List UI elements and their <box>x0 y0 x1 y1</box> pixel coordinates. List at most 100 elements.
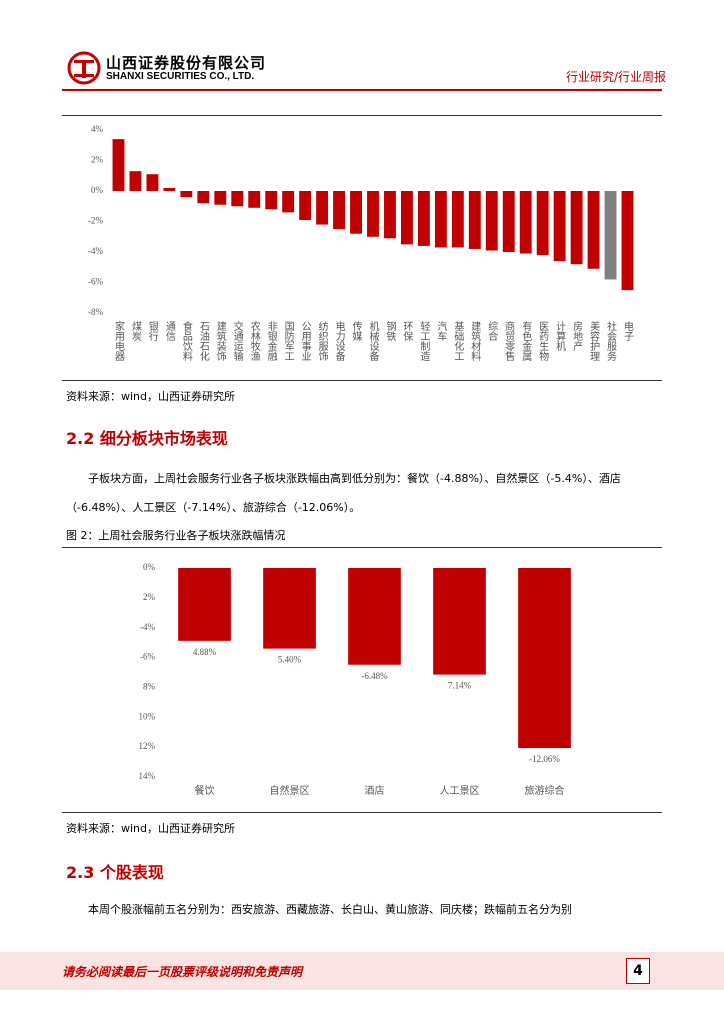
y-tick-label: 0% <box>91 185 104 195</box>
bar <box>333 191 346 230</box>
bar <box>248 191 261 208</box>
bar <box>282 191 295 213</box>
bar <box>451 191 464 248</box>
bar <box>518 568 571 749</box>
bar <box>197 191 210 204</box>
x-tick-label: 建筑材料 <box>469 320 481 362</box>
chart: 0% 2% -4% -6% 8% 10% 12% 14% 餐饮 4.88% 自然景区 5.40% 酒店 -… <box>139 562 571 797</box>
bar <box>468 191 481 249</box>
x-tick-label: 旅游综合 <box>525 784 565 797</box>
y-tick-label: -6% <box>140 652 155 662</box>
y-tick-label: -6% <box>88 277 103 287</box>
bar <box>604 191 617 280</box>
x-tick-label: 建筑装饰 <box>214 320 226 362</box>
bar <box>570 191 583 265</box>
bar <box>553 191 566 262</box>
x-tick-label: 机械设备 <box>367 320 379 362</box>
y-tick-label: 2% <box>91 155 104 165</box>
company-name-en: SHANXI SECURITIES CO., LTD. <box>106 71 255 82</box>
x-tick-label: 公用事业 <box>299 321 311 361</box>
bar <box>348 568 401 665</box>
source: 资料来源：wind，山西证券研究所 <box>66 822 236 835</box>
x-tick-label: 房地产 <box>571 320 583 352</box>
company-name: 山西证券股份有限公司 <box>106 54 267 72</box>
x-tick-label: 商贸零售 <box>503 320 515 362</box>
y-tick-label: 0% <box>143 562 156 572</box>
box-line <box>62 115 662 116</box>
bar <box>485 191 498 251</box>
y-tick-label: 14% <box>139 771 156 781</box>
x-tick-label: 环保 <box>401 321 413 342</box>
y-tick-label: 4% <box>91 124 104 134</box>
bar <box>367 191 379 237</box>
header-line <box>62 89 662 91</box>
chart: 4% 2% 0% -2% -4% -6% -8% 家用电器 煤炭 银行 通信 食品饮料 石油石化 建筑装饰… <box>88 124 634 362</box>
data-label: -12.06% <box>529 754 560 764</box>
bar <box>536 191 549 256</box>
bar <box>433 568 486 675</box>
x-tick-label: 家用电器 <box>112 320 124 362</box>
x-tick-label: 通信 <box>163 321 175 342</box>
bar <box>502 191 515 252</box>
bar <box>178 568 231 641</box>
y-tick-label: 10% <box>139 711 156 721</box>
bar <box>112 139 125 191</box>
bar <box>299 191 312 220</box>
x-tick-label: 医药生物 <box>537 321 549 362</box>
x-tick-label: 煤炭 <box>129 320 141 342</box>
bar <box>214 191 227 205</box>
bar <box>434 191 447 248</box>
x-tick-label: 传媒 <box>350 321 362 342</box>
x-tick-label: 酒店 <box>365 784 385 797</box>
bar <box>231 191 244 207</box>
bar <box>146 174 159 191</box>
y-tick-label: 2% <box>143 592 156 602</box>
x-tick-label: 计算机 <box>554 320 566 352</box>
y-tick-label: -4% <box>140 622 155 632</box>
x-tick-label: 电子 <box>622 320 634 341</box>
x-tick-label: 有色金属 <box>520 320 532 362</box>
x-tick-label: 石油石化 <box>197 321 209 361</box>
x-tick-label: 非银金融 <box>265 321 277 362</box>
box-line <box>62 380 662 381</box>
paragraph: 子板块方面，上周社会服务行业各子板块涨跌幅由高到低分别为：餐饮（-4.88%）、… <box>66 472 621 514</box>
bar <box>163 187 176 191</box>
x-tick-label: 综合 <box>486 320 498 342</box>
y-tick-label: -8% <box>88 307 103 317</box>
bar <box>384 191 396 239</box>
page-number: 4 <box>626 958 650 984</box>
x-tick-label: 国防军工 <box>282 321 294 361</box>
x-tick-label: 钢铁 <box>384 320 396 342</box>
report-category: 行业研究/行业周报 <box>566 70 667 84</box>
figure-caption: 图 2：上周社会服务行业各子板块涨跌幅情况 <box>66 529 286 542</box>
y-tick-label: 8% <box>143 681 156 691</box>
bar <box>265 191 278 210</box>
data-label: 7.14% <box>448 681 472 691</box>
x-tick-label: 纺织服饰 <box>316 320 328 362</box>
x-tick-label: 电力设备 <box>333 320 345 362</box>
x-tick-label: 交通运输 <box>231 320 243 362</box>
paragraph: 本周个股涨幅前五名分别为：西安旅游、西藏旅游、长白山、黄山旅游、同庆楼；跌幅前五… <box>88 903 572 916</box>
x-tick-label: 食品饮料 <box>180 320 192 362</box>
y-tick-label: -2% <box>88 216 103 226</box>
source: 资料来源：wind，山西证券研究所 <box>66 390 236 403</box>
bar <box>263 568 316 649</box>
section-title: 2.2 细分板块市场表现 <box>66 429 228 448</box>
x-tick-label: 轻工制造 <box>418 320 430 361</box>
data-label: -6.48% <box>361 671 388 681</box>
bar <box>519 191 532 254</box>
y-tick-label: -4% <box>88 246 103 256</box>
bar <box>350 191 362 234</box>
box-line <box>62 812 662 813</box>
x-tick-label: 美容护理 <box>588 320 600 361</box>
x-tick-label: 社会服务 <box>605 320 617 362</box>
disclaimer: 请务必阅读最后一页股票评级说明和免责声明 <box>62 965 303 979</box>
data-label: 5.40% <box>278 655 302 665</box>
bar <box>316 191 329 225</box>
bar <box>417 191 430 246</box>
x-tick-label: 基础化工 <box>452 320 464 361</box>
footer-band <box>0 952 724 990</box>
x-tick-label: 银行 <box>146 320 158 342</box>
y-tick-label: 12% <box>139 741 156 751</box>
